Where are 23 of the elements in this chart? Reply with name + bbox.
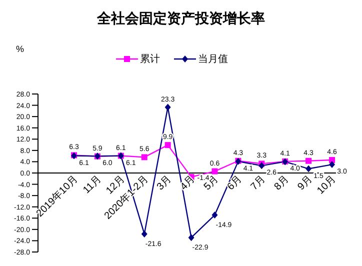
point	[212, 212, 218, 219]
point	[258, 162, 265, 170]
point	[164, 104, 171, 111]
point	[306, 165, 312, 172]
point	[141, 154, 148, 160]
point	[164, 142, 171, 148]
x-tick-label: 3月	[155, 174, 174, 193]
x-tick-label: 6月	[226, 174, 244, 193]
x-tick-label: 4月	[178, 174, 198, 193]
chart-title: 全社会固定资产投资增长率	[96, 10, 266, 28]
x-tick-label: 8月	[272, 174, 292, 193]
x-tick-label: 7月	[248, 174, 268, 193]
point	[306, 158, 312, 164]
legend-label: 当月值	[198, 52, 228, 66]
point	[141, 230, 148, 238]
point	[329, 161, 335, 168]
y-axis-title: %	[16, 44, 24, 54]
x-tick-label: 9月	[296, 174, 315, 193]
x-tick-label: 11月	[81, 174, 104, 196]
point	[188, 234, 194, 242]
point	[212, 168, 218, 174]
point	[329, 157, 335, 164]
legend-label: 累计	[140, 52, 160, 66]
